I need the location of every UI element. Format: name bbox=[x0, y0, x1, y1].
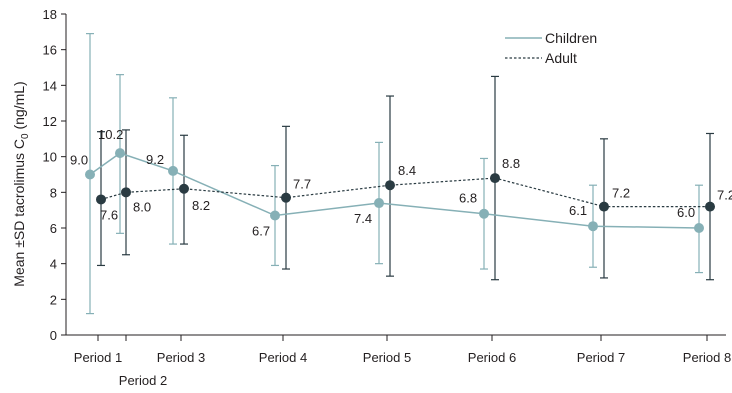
adult-data-label: 7.2 bbox=[612, 186, 630, 201]
markers bbox=[85, 148, 715, 233]
children-point bbox=[588, 221, 598, 232]
children-point bbox=[694, 223, 704, 233]
adult-point bbox=[281, 192, 291, 203]
y-tick-label: 10 bbox=[43, 150, 57, 165]
y-tick-label: 14 bbox=[43, 78, 57, 93]
children-point bbox=[115, 148, 125, 159]
y-tick-label: 0 bbox=[50, 328, 57, 343]
adult-point bbox=[599, 201, 609, 212]
y-axis: 0 2 4 6 8 10 12 14 16 18 bbox=[43, 7, 67, 343]
x-tick-label: Period 6 bbox=[468, 350, 516, 365]
adult-data-label: 8.0 bbox=[133, 199, 151, 214]
adult-data-label: 7.2 bbox=[717, 188, 732, 203]
adult-point bbox=[179, 183, 189, 194]
children-data-label: 9.2 bbox=[146, 152, 164, 167]
y-tick-label: 16 bbox=[43, 43, 57, 58]
x-tick-label: Period 3 bbox=[157, 350, 205, 365]
adult-series-line bbox=[100, 177, 710, 208]
y-tick-label: 6 bbox=[50, 221, 57, 236]
adult-data-label: 7.7 bbox=[293, 177, 311, 192]
x-axis: Period 1 Period 2 Period 3 Period 4 Period 5… bbox=[66, 334, 731, 388]
y-axis-title: Mean ±SD tacrolimus C0 (ng/mL) bbox=[11, 81, 31, 286]
children-data-label: 9.0 bbox=[70, 153, 88, 168]
children-series-line bbox=[89, 152, 700, 229]
adult-data-label: 8.4 bbox=[398, 163, 416, 178]
adult-data-label: 8.2 bbox=[192, 198, 210, 213]
y-tick-label: 12 bbox=[43, 114, 57, 129]
y-tick-label: 4 bbox=[50, 257, 57, 272]
children-point bbox=[85, 169, 95, 180]
adult-data-label: 8.8 bbox=[502, 156, 520, 171]
children-data-label: 6.1 bbox=[569, 203, 587, 218]
children-point bbox=[479, 208, 489, 219]
adult-point bbox=[96, 194, 106, 205]
y-tick-label: 2 bbox=[50, 292, 57, 307]
x-tick-label: Period 1 bbox=[74, 350, 122, 365]
x-tick-label: Period 5 bbox=[363, 350, 411, 365]
children-point bbox=[270, 210, 280, 221]
y-tick-label: 18 bbox=[43, 7, 57, 22]
children-data-label: 6.7 bbox=[252, 224, 270, 239]
children-point bbox=[374, 198, 384, 209]
x-tick-label: Period 2 bbox=[119, 373, 167, 388]
children-data-label: 7.4 bbox=[354, 211, 372, 226]
legend: Children Adult bbox=[505, 30, 597, 66]
adult-legend-label: Adult bbox=[545, 50, 577, 66]
adult-point bbox=[705, 201, 715, 212]
x-tick-label: Period 8 bbox=[683, 350, 731, 365]
x-tick-label: Period 4 bbox=[259, 350, 307, 365]
y-tick-label: 8 bbox=[50, 185, 57, 200]
series-lines bbox=[89, 152, 710, 229]
children-data-label: 6.0 bbox=[677, 205, 695, 220]
x-tick-label: Period 7 bbox=[577, 350, 625, 365]
adult-point bbox=[385, 180, 395, 191]
adult-data-label: 7.6 bbox=[100, 207, 118, 222]
children-data-label: 10.2 bbox=[98, 127, 123, 142]
adult-point bbox=[490, 173, 500, 184]
children-data-label: 6.8 bbox=[459, 191, 477, 206]
children-legend-label: Children bbox=[545, 30, 597, 46]
data-labels: 9.0 10.2 9.2 6.7 7.4 6.8 6.1 6.0 7.6 8.0 8.2 7.7 8.4… bbox=[70, 127, 732, 238]
children-point bbox=[168, 165, 178, 176]
adult-point bbox=[121, 187, 131, 198]
